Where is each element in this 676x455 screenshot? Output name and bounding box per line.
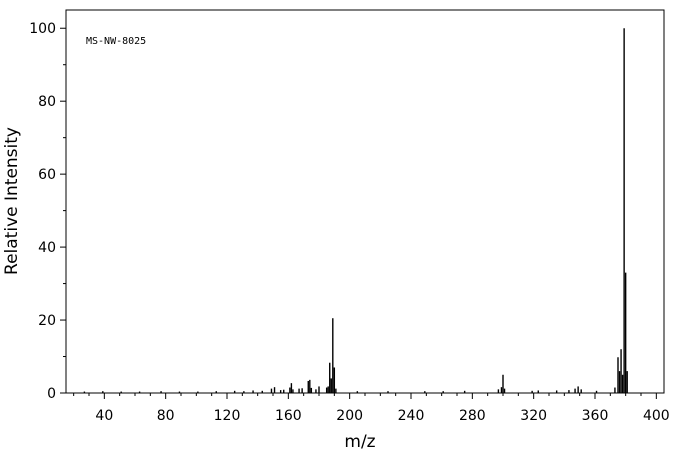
plot-frame [65,9,665,394]
y-tick-label: 0 [47,386,56,402]
spectrum-id-annotation: MS-NW-8025 [86,36,146,47]
x-tick-label: 280 [459,408,486,424]
x-tick-label: 240 [398,408,425,424]
y-tick-label: 20 [38,313,56,329]
y-tick-label: 60 [38,167,56,183]
y-tick-label: 100 [29,21,56,37]
x-tick-label: 200 [336,408,363,424]
y-tick-label: 40 [38,240,56,256]
y-axis-ticks: 0 20 40 60 80 100 [29,21,66,402]
x-tick-label: 160 [275,408,302,424]
x-tick-label: 360 [582,408,609,424]
x-tick-label: 400 [643,408,670,424]
y-axis-title: Relative Intensity [2,127,22,275]
x-tick-label: 120 [214,408,241,424]
x-tick-label: 320 [520,408,547,424]
peak-series [83,28,628,393]
x-tick-label: 40 [95,408,113,424]
x-axis-ticks: 40 80 120 160 200 240 280 320 360 400 [73,393,670,424]
x-tick-label: 80 [157,408,175,424]
y-tick-label: 80 [38,94,56,110]
x-axis-title: m/z [344,432,375,452]
